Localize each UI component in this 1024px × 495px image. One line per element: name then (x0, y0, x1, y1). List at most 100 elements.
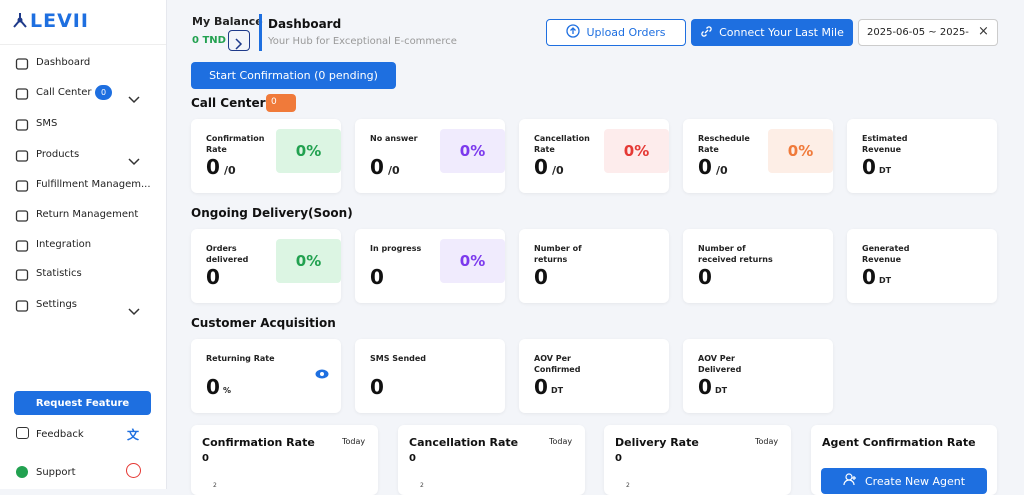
metric-card: Cancellation Rate 0/0 0% (519, 119, 669, 193)
card-unit: DT (551, 386, 564, 395)
card-value: 0 (206, 155, 220, 179)
icon (843, 473, 857, 489)
feedback-icon (16, 427, 29, 439)
card-label: Cancellation Rate (534, 134, 590, 154)
percent: 0% (459, 142, 486, 160)
support-icon (16, 466, 28, 478)
section-title: Customer Acquisition (191, 316, 336, 330)
chart-card: Agent Confirmation Rate Create New Agent (811, 425, 997, 495)
nav-label: Settings (36, 299, 78, 310)
icon (15, 267, 29, 286)
nav-item[interactable]: Fulfillment Managem... (8, 174, 158, 196)
nav-label: Return Management (36, 209, 139, 220)
button-label: Create New Agent (864, 474, 966, 488)
card-unit: /0 (224, 164, 236, 177)
card-label: In progress (370, 244, 422, 253)
percent: 0% (295, 252, 322, 270)
card-label: Confirmation Rate (206, 134, 265, 154)
card-label: Returning Rate (206, 354, 275, 363)
percent-box: 0% (604, 129, 669, 173)
nav-label: Integration (36, 239, 92, 250)
card-label: AOV Per Delivered (698, 354, 742, 374)
metric-card: AOV Per Confirmed 0 DT (519, 339, 669, 413)
nav-label: Call Center (36, 87, 92, 98)
date-text: 2025-06-05 ~ 2025-0 (867, 27, 969, 38)
nav-badge: 0 (95, 85, 112, 100)
icon (15, 298, 29, 317)
create-agent-button[interactable]: Create New Agent (821, 468, 987, 494)
card-value: 0 (698, 375, 712, 399)
metric-card: Orders delivered 0 0% (191, 229, 341, 303)
metric-card: Estimated Revenue 0 DT (847, 119, 997, 193)
percent-box: 0% (276, 129, 341, 173)
icon (15, 86, 29, 105)
balance-button[interactable] (228, 30, 250, 51)
icon (566, 24, 581, 41)
metric-card: Returning Rate 0% (191, 339, 341, 413)
icon (15, 208, 29, 227)
card-value: 0 (534, 265, 548, 289)
page-title: Dashboard (268, 17, 342, 31)
upload-button[interactable]: Upload Orders (546, 19, 686, 46)
card-unit: /0 (716, 164, 728, 177)
icon (12, 12, 28, 34)
date-range[interactable]: 2025-06-05 ~ 2025-0 × (858, 19, 998, 46)
card-title: Cancellation Rate (409, 436, 519, 449)
nav-item[interactable]: SMS (8, 113, 158, 135)
card-value: 0 (206, 265, 220, 289)
card-title: Delivery Rate (615, 436, 699, 449)
section-title: Call Center (191, 96, 266, 110)
nav-item[interactable]: Statistics (8, 263, 158, 285)
nav-label: Dashboard (36, 57, 91, 68)
card-value: 0 (862, 265, 876, 289)
chart-card: Confirmation Rate Today 0 2 (191, 425, 378, 495)
card-unit: DT (879, 166, 892, 175)
request-feature-button[interactable]: Request Feature (14, 391, 151, 415)
icon (315, 364, 329, 383)
nav-item[interactable]: Products (8, 144, 158, 166)
metric-card: Number of received returns 0 (683, 229, 833, 303)
metric-card: Confirmation Rate 0/0 0% (191, 119, 341, 193)
axis-tick: 2 (626, 482, 630, 489)
support[interactable]: Support (36, 467, 76, 478)
card-label: Generated Revenue (862, 244, 910, 264)
card-unit: DT (879, 276, 892, 285)
card-value: 0 (370, 375, 384, 399)
nav-label: SMS (36, 118, 58, 129)
card-label: Reschedule Rate (698, 134, 750, 154)
icon (700, 25, 713, 41)
metric-card: Number of returns 0 (519, 229, 669, 303)
icon (15, 178, 29, 197)
icon (15, 56, 29, 75)
period: Today (549, 437, 573, 446)
connect-button[interactable]: Connect Your Last Mile (691, 19, 853, 46)
nav-item[interactable]: Settings (8, 294, 158, 316)
metric-card: SMS Sended 0 (355, 339, 505, 413)
card-label: No answer (370, 134, 418, 143)
nav-item[interactable]: Integration (8, 234, 158, 256)
card-label: AOV Per Confirmed (534, 354, 581, 374)
feedback[interactable]: Feedback (36, 429, 84, 440)
nav-item[interactable]: Call Center 0 (8, 82, 158, 104)
chart-card: Cancellation Rate Today 0 2 (398, 425, 585, 495)
axis-tick: 2 (213, 482, 217, 489)
start-confirmation-button[interactable]: Start Confirmation (0 pending) (191, 62, 396, 89)
metric-card: In progress 0 0% (355, 229, 505, 303)
card-value: 0 (206, 375, 220, 399)
logout-icon (126, 463, 141, 478)
card-title: Agent Confirmation Rate (822, 436, 976, 449)
period: Today (342, 437, 366, 446)
card-value: 0 (202, 453, 209, 464)
balance: 0 TND (192, 35, 226, 46)
percent: 0% (459, 252, 486, 270)
card-label: Number of returns (534, 244, 582, 264)
percent-box: 0% (440, 129, 505, 173)
card-value: 0 (409, 453, 416, 464)
nav-item[interactable]: Dashboard (8, 52, 158, 74)
card-unit: /0 (388, 164, 400, 177)
percent-box: 0% (768, 129, 833, 173)
button-label: Upload Orders (586, 26, 666, 39)
nav-item[interactable]: Return Management (8, 204, 158, 226)
icon (235, 35, 243, 54)
